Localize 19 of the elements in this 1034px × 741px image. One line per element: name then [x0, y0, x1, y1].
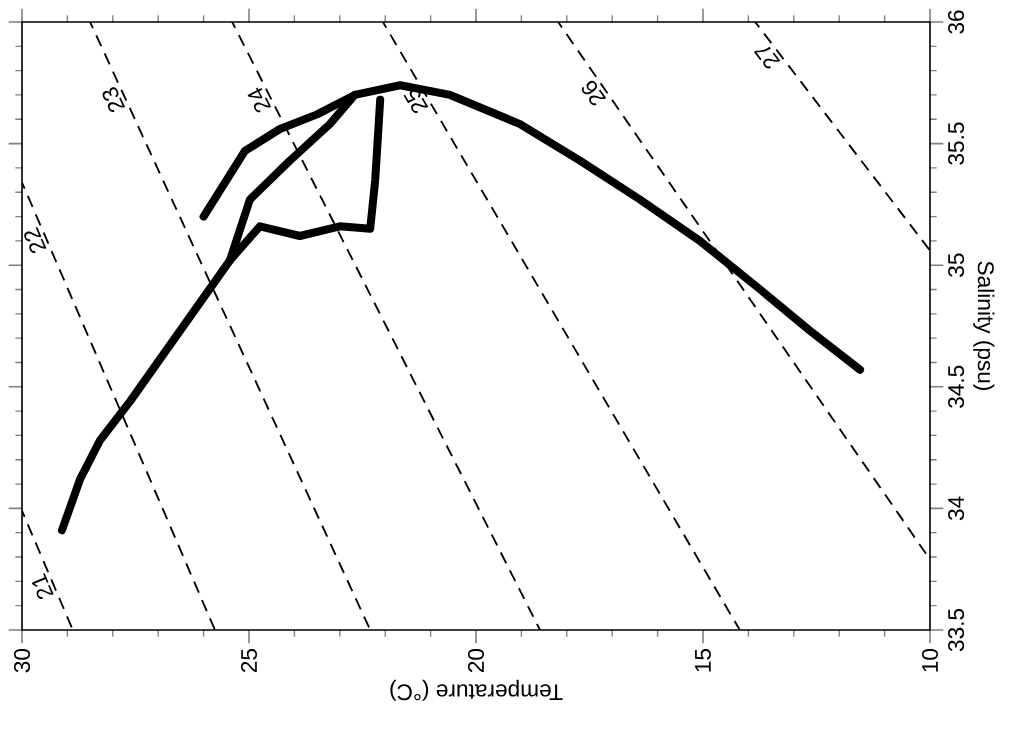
y-tick-label: 35	[948, 253, 965, 277]
text: 21	[31, 573, 54, 600]
x-axis-title: Temperature (°C)	[390, 679, 563, 701]
y-tick-label: 34.5	[948, 365, 965, 408]
text: 24	[247, 87, 272, 113]
x-tick-label: 10	[921, 648, 939, 672]
y-tick-label: 33.5	[948, 608, 965, 652]
text: 22	[24, 227, 47, 253]
x-tick-label: 20	[467, 648, 485, 673]
x-tick-label: 15	[695, 648, 711, 672]
y-tick-label: 35.5	[948, 122, 965, 165]
x-tick-label: 25	[240, 648, 258, 673]
text: 27	[753, 46, 781, 69]
text: 26	[581, 80, 607, 106]
x-tick-label: 30	[13, 648, 31, 673]
text: 23	[102, 87, 126, 113]
y-tick-label: 36	[948, 10, 965, 34]
y-tick-label: 34	[948, 496, 965, 521]
y-axis-title: Salinity (psu)	[973, 261, 995, 391]
